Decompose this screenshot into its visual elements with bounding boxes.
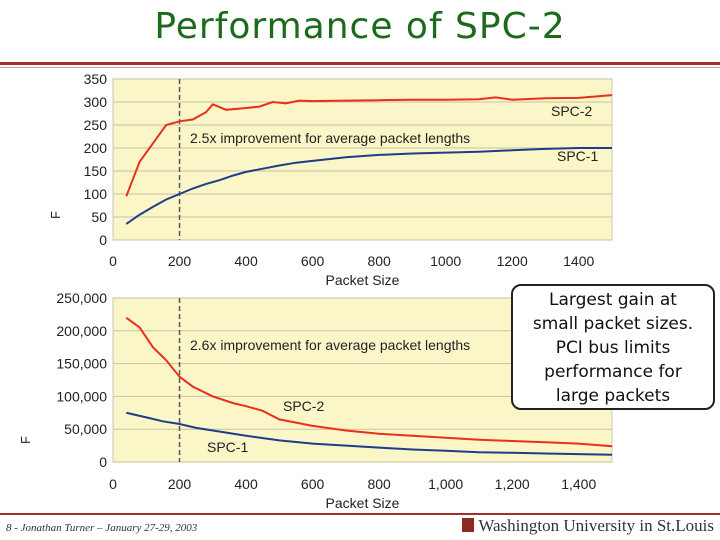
y-tick-label-1: 50 <box>91 209 107 225</box>
y-tick-label-2: 150,000 <box>56 356 107 372</box>
callout-line-4: performance for <box>544 362 682 382</box>
y-axis-label-1: F <box>48 211 63 219</box>
x-axis-label-2: Packet Size <box>326 495 400 511</box>
series-label-spc-2-2: SPC-2 <box>283 398 324 414</box>
charts-canvas: 0 50 100 150 200 250 300 350 0 200 400 600 800 1000 12… <box>18 71 613 511</box>
x-tick-label-2: 400 <box>234 476 258 492</box>
y-tick-label-2: 250,000 <box>56 290 107 306</box>
university-name: Washington University in St.Louis <box>478 516 714 535</box>
y-tick-label-1: 200 <box>84 140 108 156</box>
footer-credit: 8 - Jonathan Turner – January 27-29, 200… <box>6 522 198 534</box>
improvement-annotation-2: 2.6x improvement for average packet leng… <box>190 337 470 353</box>
university-logo: Washington University in St.Louis <box>462 516 714 536</box>
university-seal-icon <box>462 518 475 532</box>
y-tick-label-1: 300 <box>84 94 108 110</box>
series-line-spc-2-1 <box>125 94 613 197</box>
callout-line-5: large packets <box>555 386 671 406</box>
y-tick-label-1: 350 <box>84 71 108 87</box>
y-tick-label-1: 100 <box>84 186 108 202</box>
x-tick-label-2: 800 <box>367 476 391 492</box>
x-tick-label-2: 200 <box>168 476 192 492</box>
y-axis-label-2: F <box>18 436 33 444</box>
callout-line-2: small packet sizes. <box>532 314 694 334</box>
x-tick-label-2: 0 <box>109 476 117 492</box>
x-tick-label-2: 1,400 <box>561 476 596 492</box>
title-divider-thin <box>0 67 720 68</box>
x-tick-label-2: 600 <box>301 476 325 492</box>
x-tick-label-1: 600 <box>301 253 325 269</box>
y-tick-label-1: 150 <box>84 163 108 179</box>
x-tick-label-1: 1000 <box>430 253 461 269</box>
callout-box: Largest gain at small packet sizes. PCI … <box>511 284 715 410</box>
y-tick-label-2: 0 <box>99 454 107 470</box>
callout-line-3: PCI bus limits <box>555 338 671 358</box>
footer-divider <box>0 513 720 515</box>
x-axis-label-1: Packet Size <box>326 272 400 288</box>
title-divider <box>0 62 720 65</box>
series-line-spc-2-2 <box>125 316 613 448</box>
series-label-spc-1-1: SPC-1 <box>557 148 598 164</box>
series-label-spc-2-1: SPC-2 <box>551 103 592 119</box>
x-tick-label-2: 1,000 <box>428 476 463 492</box>
x-tick-label-2: 1,200 <box>495 476 530 492</box>
y-tick-label-1: 0 <box>99 232 107 248</box>
y-tick-label-2: 50,000 <box>64 421 107 437</box>
series-label-spc-1-2: SPC-1 <box>207 439 248 455</box>
plot-area-1 <box>112 78 613 241</box>
series-line-spc-1-1 <box>125 147 612 225</box>
x-tick-label-1: 200 <box>168 253 192 269</box>
x-tick-label-1: 1400 <box>563 253 594 269</box>
x-tick-label-1: 1200 <box>497 253 528 269</box>
x-tick-label-1: 0 <box>109 253 117 269</box>
callout-line-1: Largest gain at <box>549 290 677 310</box>
y-tick-label-1: 250 <box>84 117 108 133</box>
slide-title: Performance of SPC-2 <box>154 6 566 47</box>
x-tick-label-1: 400 <box>234 253 258 269</box>
y-tick-label-2: 200,000 <box>56 323 107 339</box>
y-tick-label-2: 100,000 <box>56 388 107 404</box>
improvement-annotation-1: 2.5x improvement for average packet leng… <box>190 130 470 146</box>
series-line-spc-1-2 <box>126 411 613 456</box>
x-tick-label-1: 800 <box>367 253 391 269</box>
